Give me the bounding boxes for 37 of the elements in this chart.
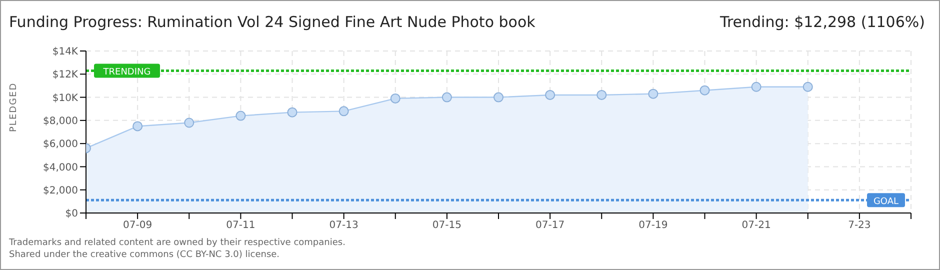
point <box>390 93 400 104</box>
point <box>287 107 298 118</box>
point <box>494 92 504 102</box>
text: Shared under the creative commons (CC BY-NC 3.0) license. <box>9 249 281 261</box>
chart-title: Funding Progress: Rumination Vol 24 Signed Fine Art Nude Photo book <box>9 13 536 31</box>
y-tick-label: $14K <box>52 46 78 58</box>
x-tick-label: 07-17 <box>536 220 565 232</box>
y-tick-label: $8,000 <box>43 116 78 127</box>
text: Trademarks and related content are owned by their respective companies. <box>9 237 346 249</box>
ref-line-label: GOAL <box>873 197 899 208</box>
x-tick-label: 07-15 <box>432 220 462 232</box>
point <box>442 92 452 102</box>
point <box>802 82 813 92</box>
x-tick-label: 7-23 <box>848 220 871 232</box>
x-tick-label: 07-13 <box>329 220 358 232</box>
y-tick-label: $10K <box>52 92 78 104</box>
y-tick-label: $12K <box>52 70 78 81</box>
x-tick-label: 07-11 <box>226 220 256 232</box>
x-tick-label: 07-19 <box>638 220 668 232</box>
point <box>596 90 607 100</box>
y-tick-label: $6,000 <box>43 139 78 150</box>
x-tick-label: 07-09 <box>123 220 152 232</box>
point <box>751 82 762 92</box>
point <box>338 106 349 116</box>
y-tick-label: $2,000 <box>43 185 78 196</box>
point <box>545 90 556 100</box>
y-axis-title: PLEDGED <box>9 82 20 132</box>
y-tick-label: $4,000 <box>43 162 78 174</box>
x-tick-label: 07-21 <box>742 220 771 232</box>
chart-subtitle: Trending: $12,298 (1106%) <box>720 13 925 31</box>
point <box>132 121 143 132</box>
y-tick-label: $0 <box>65 208 78 220</box>
point <box>236 110 246 121</box>
point <box>184 118 194 128</box>
point <box>700 85 710 96</box>
point <box>648 88 658 99</box>
ref-line-label: TRENDING <box>102 68 151 78</box>
